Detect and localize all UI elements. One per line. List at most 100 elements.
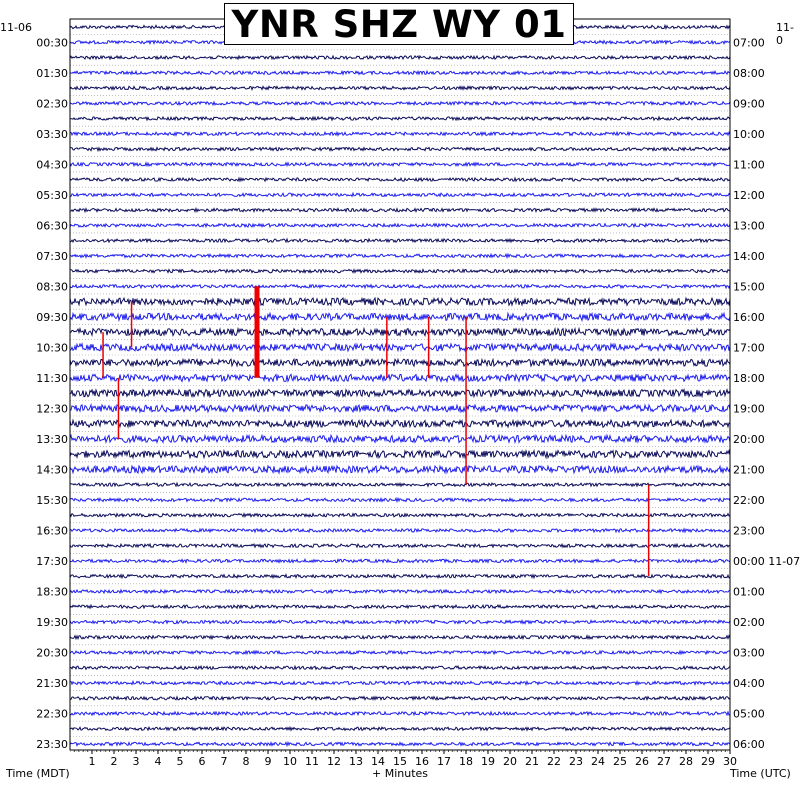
x-tick-label: 24 bbox=[591, 755, 605, 768]
left-time-label: 12:30 bbox=[36, 402, 68, 415]
trace-row bbox=[69, 740, 731, 748]
trace-row bbox=[69, 161, 731, 168]
left-time-label: 15:30 bbox=[36, 494, 68, 507]
x-tick-label: 7 bbox=[221, 755, 228, 768]
x-tick-label: 25 bbox=[613, 755, 627, 768]
trace-row bbox=[69, 725, 731, 732]
right-time-label: 17:00 bbox=[733, 341, 765, 354]
right-time-label: 20:00 bbox=[733, 433, 765, 446]
trace-row bbox=[69, 464, 731, 475]
x-tick-label: 15 bbox=[393, 755, 407, 768]
plot-frame bbox=[69, 18, 731, 751]
x-tick-label: 13 bbox=[349, 755, 363, 768]
left-time-label: 20:30 bbox=[36, 647, 68, 660]
trace-row bbox=[69, 557, 731, 564]
left-time-label: 05:30 bbox=[36, 189, 68, 202]
x-tick-label: 16 bbox=[415, 755, 429, 768]
x-ticks: 1 2 3 4 5 6 7 8 9 10 11 12 13 14 15 16 17 18 19 20 21 22 23 24 2… bbox=[74, 750, 737, 768]
seismic-event bbox=[647, 484, 650, 577]
right-time-ticks: 07:00 08:00 09:00 10:00 11:00 12:00 13:00 14:00… bbox=[733, 36, 800, 751]
right-time-label: 10:00 bbox=[733, 128, 765, 141]
right-time-label: 21:00 bbox=[733, 463, 765, 476]
x-tick-label: 2 bbox=[111, 755, 118, 768]
x-tick-label: 4 bbox=[155, 755, 162, 768]
right-time-label: 19:00 bbox=[733, 402, 765, 415]
seismic-event bbox=[130, 301, 133, 348]
x-tick-label: 10 bbox=[283, 755, 297, 768]
trace-row bbox=[69, 619, 731, 625]
left-time-label: 19:30 bbox=[36, 616, 68, 629]
seismic-event bbox=[117, 377, 120, 439]
trace-row bbox=[69, 542, 731, 549]
right-date: 11-0 bbox=[776, 21, 794, 47]
left-time-label: 04:30 bbox=[36, 158, 68, 171]
trace-row bbox=[69, 252, 731, 260]
x-label-left: Time (MDT) bbox=[6, 767, 70, 780]
left-time-label: 14:30 bbox=[36, 463, 68, 476]
left-time-label: 13:30 bbox=[36, 433, 68, 446]
seismic-event bbox=[254, 286, 260, 378]
trace-row bbox=[69, 191, 731, 198]
right-time-label: 11:00 bbox=[733, 158, 765, 171]
right-time-label: 23:00 bbox=[733, 524, 765, 537]
trace-row bbox=[69, 146, 731, 153]
x-tick-label: 12 bbox=[327, 755, 341, 768]
trace-row bbox=[69, 527, 731, 534]
x-tick-label: 29 bbox=[701, 755, 715, 768]
left-time-label: 10:30 bbox=[36, 341, 68, 354]
trace-row bbox=[69, 512, 731, 519]
right-time-label: 02:00 bbox=[733, 616, 765, 629]
trace-row bbox=[69, 115, 731, 122]
trace-row bbox=[69, 649, 731, 656]
trace-row bbox=[69, 695, 731, 702]
trace-row bbox=[69, 710, 731, 717]
trace-row bbox=[69, 342, 731, 353]
left-date: 11-06 bbox=[0, 21, 32, 34]
trace-row bbox=[69, 372, 731, 384]
x-tick-label: 9 bbox=[265, 755, 272, 768]
x-tick-label: 11 bbox=[305, 755, 319, 768]
trace-row bbox=[69, 403, 731, 414]
x-tick-label: 23 bbox=[569, 755, 583, 768]
x-tick-label: 19 bbox=[481, 755, 495, 768]
right-time-label: 12:00 bbox=[733, 189, 765, 202]
trace-row bbox=[69, 387, 731, 399]
left-time-label: 02:30 bbox=[36, 97, 68, 110]
right-time-label: 06:00 bbox=[733, 738, 765, 751]
x-tick-label: 30 bbox=[723, 755, 737, 768]
trace-row bbox=[69, 418, 731, 429]
right-time-label: 04:00 bbox=[733, 677, 765, 690]
trace-row bbox=[69, 268, 731, 274]
left-time-label: 06:30 bbox=[36, 219, 68, 232]
right-time-label: 07:00 bbox=[733, 36, 765, 49]
x-label-center: + Minutes bbox=[372, 767, 429, 780]
right-time-label: 16:00 bbox=[733, 311, 765, 324]
trace-row bbox=[69, 448, 731, 460]
trace-row bbox=[69, 311, 731, 323]
right-time-label: 14:00 bbox=[733, 250, 765, 263]
right-time-label: 18:00 bbox=[733, 372, 765, 385]
x-tick-label: 3 bbox=[133, 755, 140, 768]
left-time-label: 01:30 bbox=[36, 67, 68, 80]
trace-row bbox=[69, 100, 731, 107]
trace-row bbox=[69, 664, 731, 671]
x-tick-label: 26 bbox=[635, 755, 649, 768]
left-time-label: 17:30 bbox=[36, 555, 68, 568]
x-label-right: Time (UTC) bbox=[730, 767, 791, 780]
left-time-label: 21:30 bbox=[36, 677, 68, 690]
trace-row bbox=[69, 481, 731, 488]
trace-row bbox=[69, 588, 731, 595]
left-time-ticks: 00:30 01:30 02:30 03:30 04:30 05:30 06:30 07:30… bbox=[36, 36, 68, 751]
trace-row bbox=[69, 85, 731, 92]
trace-row bbox=[69, 326, 731, 338]
right-time-label: 15:00 bbox=[733, 280, 765, 293]
trace-row bbox=[69, 222, 731, 229]
left-time-label: 09:30 bbox=[36, 311, 68, 324]
right-time-label: 03:00 bbox=[733, 647, 765, 660]
trace-row bbox=[69, 176, 731, 183]
trace-group bbox=[69, 23, 731, 752]
trace-row bbox=[69, 283, 731, 290]
left-time-label: 16:30 bbox=[36, 524, 68, 537]
right-time-label: 09:00 bbox=[733, 97, 765, 110]
